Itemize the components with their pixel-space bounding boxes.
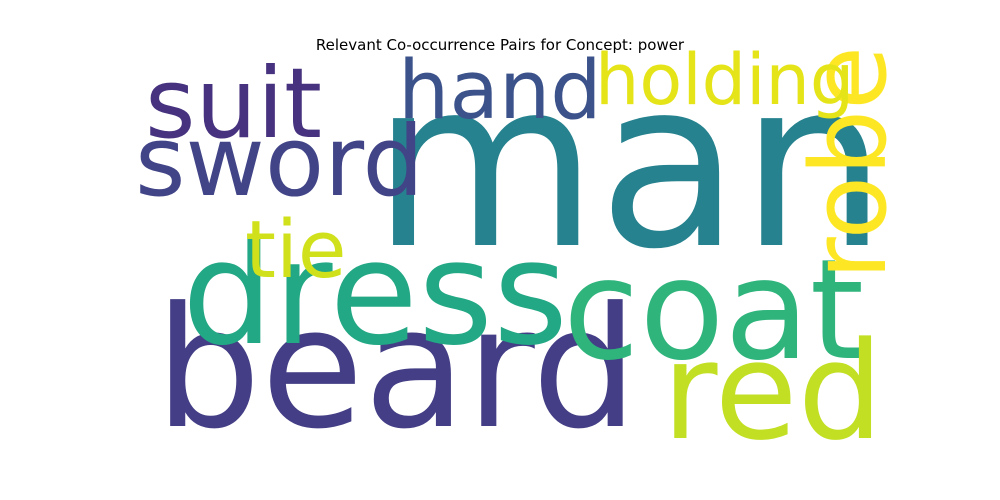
- word-holding: holding: [595, 39, 854, 121]
- word-beard: beard: [155, 272, 638, 466]
- word-dress: dress: [182, 209, 568, 377]
- word-suit: suit: [145, 47, 322, 160]
- word-hand: hand: [398, 44, 602, 138]
- word-robe: robe: [788, 46, 910, 280]
- word-man: man: [372, 30, 887, 300]
- chart-title: Relevant Co-occurrence Pairs for Concept…: [315, 36, 685, 54]
- word-red: red: [662, 313, 883, 470]
- word-tie: tie: [245, 204, 347, 296]
- word-sword: sword: [135, 105, 424, 218]
- word-coat: coat: [563, 229, 864, 391]
